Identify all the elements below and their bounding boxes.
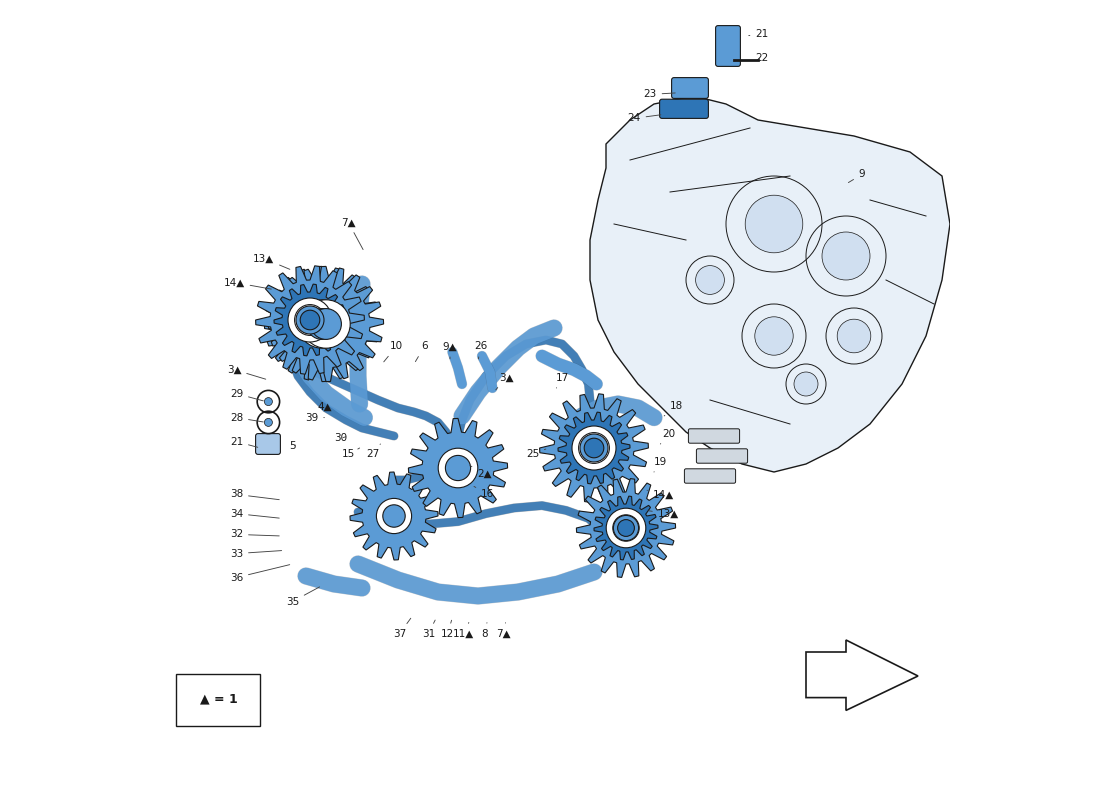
Text: 36: 36 bbox=[230, 565, 289, 582]
FancyBboxPatch shape bbox=[716, 26, 740, 66]
Circle shape bbox=[310, 309, 341, 339]
Text: 5: 5 bbox=[289, 442, 296, 451]
Text: 25: 25 bbox=[526, 449, 546, 459]
FancyBboxPatch shape bbox=[689, 429, 739, 443]
FancyBboxPatch shape bbox=[255, 434, 280, 454]
Text: 37: 37 bbox=[393, 618, 410, 638]
Text: 28: 28 bbox=[230, 413, 263, 422]
Text: 27: 27 bbox=[366, 444, 381, 459]
Text: 24: 24 bbox=[627, 114, 661, 123]
FancyBboxPatch shape bbox=[696, 449, 748, 463]
Circle shape bbox=[579, 433, 609, 463]
Polygon shape bbox=[408, 418, 507, 518]
Text: 31: 31 bbox=[421, 620, 436, 638]
Circle shape bbox=[822, 232, 870, 280]
Text: 30: 30 bbox=[333, 434, 346, 443]
Text: 2▲: 2▲ bbox=[470, 466, 492, 478]
Text: 3▲: 3▲ bbox=[496, 373, 514, 390]
Circle shape bbox=[383, 505, 405, 527]
Text: 20: 20 bbox=[660, 429, 675, 444]
Text: 33: 33 bbox=[230, 549, 282, 558]
Polygon shape bbox=[268, 266, 384, 382]
Text: 12: 12 bbox=[441, 620, 454, 638]
Text: 29: 29 bbox=[230, 389, 263, 401]
Circle shape bbox=[794, 372, 818, 396]
Circle shape bbox=[606, 508, 646, 548]
Text: 39: 39 bbox=[305, 413, 324, 422]
Circle shape bbox=[614, 515, 639, 541]
FancyBboxPatch shape bbox=[672, 78, 708, 98]
Circle shape bbox=[755, 317, 793, 355]
Text: 22: 22 bbox=[756, 53, 769, 62]
Text: 8: 8 bbox=[481, 622, 487, 638]
Text: 7▲: 7▲ bbox=[341, 218, 363, 250]
Text: ▲ = 1: ▲ = 1 bbox=[200, 693, 238, 706]
Text: 10: 10 bbox=[384, 342, 403, 362]
FancyBboxPatch shape bbox=[684, 469, 736, 483]
Circle shape bbox=[837, 319, 871, 353]
Text: 9: 9 bbox=[848, 170, 866, 182]
Text: 21: 21 bbox=[749, 29, 769, 38]
Text: 19: 19 bbox=[653, 457, 667, 472]
Text: 17: 17 bbox=[557, 373, 570, 388]
Text: 13▲: 13▲ bbox=[649, 509, 679, 518]
FancyBboxPatch shape bbox=[176, 674, 261, 726]
Polygon shape bbox=[558, 412, 630, 484]
Text: 18: 18 bbox=[664, 402, 683, 416]
Text: 32: 32 bbox=[230, 530, 279, 539]
Circle shape bbox=[695, 266, 725, 294]
Polygon shape bbox=[264, 266, 380, 382]
Circle shape bbox=[300, 310, 320, 330]
Text: 34: 34 bbox=[230, 509, 279, 518]
Text: 23: 23 bbox=[644, 90, 675, 99]
Text: 38: 38 bbox=[230, 490, 279, 500]
Text: 11▲: 11▲ bbox=[453, 622, 474, 638]
Circle shape bbox=[572, 426, 616, 470]
Text: 9▲: 9▲ bbox=[442, 342, 458, 359]
Circle shape bbox=[301, 300, 350, 348]
Circle shape bbox=[745, 195, 803, 253]
Circle shape bbox=[376, 498, 411, 534]
Circle shape bbox=[446, 455, 471, 481]
Circle shape bbox=[584, 438, 604, 458]
Circle shape bbox=[295, 305, 326, 335]
Polygon shape bbox=[590, 96, 950, 472]
Text: 6: 6 bbox=[416, 342, 428, 362]
Circle shape bbox=[613, 515, 639, 541]
Text: 26: 26 bbox=[474, 342, 487, 359]
Polygon shape bbox=[255, 266, 364, 374]
Polygon shape bbox=[274, 284, 346, 356]
Circle shape bbox=[438, 448, 477, 488]
Text: 3▲: 3▲ bbox=[227, 365, 266, 379]
Text: 35: 35 bbox=[286, 587, 320, 606]
Circle shape bbox=[617, 520, 635, 536]
Text: 13▲: 13▲ bbox=[253, 254, 289, 270]
FancyBboxPatch shape bbox=[660, 99, 708, 118]
Text: 14▲: 14▲ bbox=[647, 490, 674, 499]
Circle shape bbox=[296, 306, 324, 334]
Circle shape bbox=[307, 309, 338, 339]
Text: 16: 16 bbox=[474, 486, 494, 499]
Text: 14▲: 14▲ bbox=[223, 278, 272, 289]
Circle shape bbox=[288, 298, 332, 342]
Circle shape bbox=[580, 434, 608, 462]
Text: 21: 21 bbox=[230, 437, 257, 447]
Circle shape bbox=[264, 398, 273, 406]
Circle shape bbox=[298, 300, 346, 348]
Polygon shape bbox=[806, 640, 918, 710]
Text: 15: 15 bbox=[342, 448, 360, 459]
Polygon shape bbox=[350, 472, 438, 560]
Polygon shape bbox=[540, 394, 648, 502]
Circle shape bbox=[264, 418, 273, 426]
Text: 4▲: 4▲ bbox=[317, 402, 332, 411]
Polygon shape bbox=[576, 478, 675, 578]
Text: 7▲: 7▲ bbox=[496, 622, 510, 638]
Polygon shape bbox=[594, 496, 658, 560]
